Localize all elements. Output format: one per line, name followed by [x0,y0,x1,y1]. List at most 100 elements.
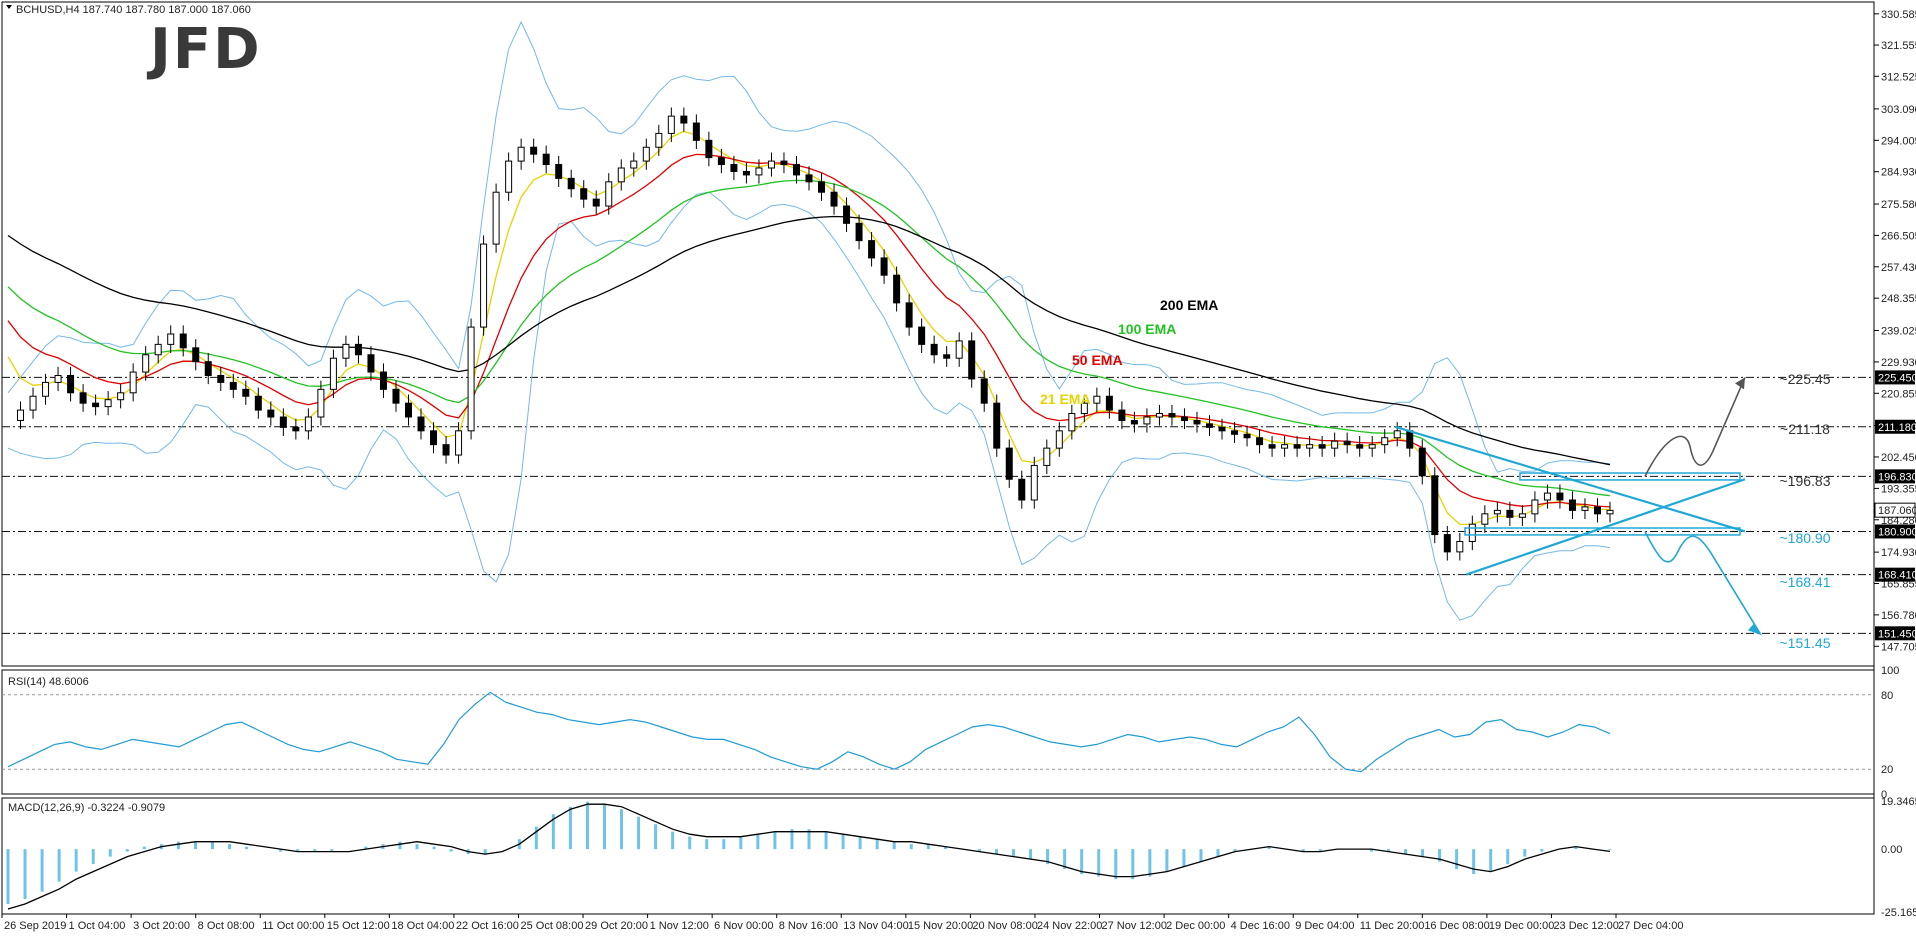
candle-body[interactable] [567,177,575,190]
candle-body[interactable] [792,164,800,176]
candle-body[interactable] [1206,423,1213,428]
candle-body[interactable] [279,416,287,428]
candle-body[interactable] [1468,523,1476,542]
candle-body[interactable] [1593,506,1601,515]
candle-body[interactable] [317,388,325,418]
candle-body[interactable] [392,388,400,404]
candle-body[interactable] [1143,416,1151,425]
candle-body[interactable] [1231,430,1239,435]
candle-body[interactable] [680,115,688,124]
candle-body[interactable] [1243,433,1251,439]
candle-body[interactable] [692,122,700,141]
candle-body[interactable] [1518,513,1526,518]
candle-body[interactable] [179,333,187,349]
candle-body[interactable] [1306,444,1314,449]
candle-body[interactable] [592,198,600,207]
candle-body[interactable] [1481,513,1489,525]
candle-body[interactable] [930,343,938,356]
candle-body[interactable] [1443,534,1451,553]
candle-body[interactable] [1281,444,1289,449]
candle-body[interactable] [354,343,362,356]
candle-body[interactable] [1356,444,1364,449]
candle-body[interactable] [129,371,137,394]
candle-body[interactable] [1318,444,1326,449]
candle-body[interactable] [1130,419,1138,425]
candle-body[interactable] [1493,509,1501,515]
candle-body[interactable] [455,430,463,456]
candle-body[interactable] [467,326,475,432]
candle-body[interactable] [480,243,488,328]
candle-body[interactable] [580,188,588,200]
candle-body[interactable] [993,402,1001,449]
candle-body[interactable] [254,395,262,411]
candle-body[interactable] [1556,492,1564,501]
candle-body[interactable] [79,392,87,404]
candle-body[interactable] [92,402,100,408]
candle-body[interactable] [417,416,425,432]
candle-body[interactable] [442,444,450,456]
candle-body[interactable] [1193,419,1201,425]
candle-body[interactable] [955,340,963,359]
candle-body[interactable] [154,343,162,356]
candle-body[interactable] [918,326,926,345]
macd-pane[interactable] [1,797,1875,915]
candle-body[interactable] [379,371,387,390]
candle-body[interactable] [1506,509,1514,518]
candle-body[interactable] [1268,444,1276,449]
candle-body[interactable] [217,375,225,383]
candle-body[interactable] [542,153,550,166]
candle-body[interactable] [492,191,500,245]
candle-body[interactable] [655,132,663,148]
candle-body[interactable] [1406,430,1414,449]
triangle-lower-line[interactable] [1465,478,1746,576]
candle-body[interactable] [617,167,625,183]
candle-body[interactable] [1005,447,1013,480]
candle-body[interactable] [367,354,375,373]
candle-body[interactable] [292,426,300,432]
candle-body[interactable] [630,160,638,169]
candle-body[interactable] [805,174,813,183]
candle-body[interactable] [843,205,851,224]
candle-body[interactable] [1155,413,1163,418]
candle-body[interactable] [29,395,37,411]
candle-body[interactable] [893,274,901,304]
candle-body[interactable] [104,399,112,408]
candle-body[interactable] [642,146,650,162]
candle-body[interactable] [830,191,838,207]
candle-body[interactable] [430,430,438,446]
candle-body[interactable] [1043,447,1051,466]
candle-body[interactable] [17,409,25,421]
rsi-pane[interactable] [1,669,1875,795]
dropdown-triangle-icon[interactable] [6,5,12,9]
candle-body[interactable] [530,146,538,155]
candle-body[interactable] [968,340,976,380]
candle-body[interactable] [505,160,513,193]
rsi-line[interactable] [7,691,1611,773]
candle-body[interactable] [304,416,312,432]
candle-body[interactable] [730,164,738,172]
candle-body[interactable] [1080,402,1088,415]
candle-body[interactable] [1218,426,1226,432]
candle-body[interactable] [192,347,200,363]
candle-body[interactable] [818,181,826,193]
candle-body[interactable] [242,388,250,397]
candle-body[interactable] [1456,541,1464,553]
candle-body[interactable] [1055,430,1063,449]
candle-body[interactable] [1030,464,1038,501]
triangle-upper-line[interactable] [1394,425,1746,533]
candle-body[interactable] [868,240,876,259]
candle-body[interactable] [1168,413,1176,418]
candle-body[interactable] [1368,444,1376,449]
candle-body[interactable] [943,354,951,359]
candle-body[interactable] [1256,437,1264,446]
candle-body[interactable] [342,343,350,359]
candle-body[interactable] [1018,478,1026,501]
candle-body[interactable] [1331,440,1339,449]
candle-body[interactable] [204,361,212,376]
candle-body[interactable] [42,381,50,397]
candle-body[interactable] [1531,499,1539,515]
candle-body[interactable] [229,381,237,390]
macd-signal-line[interactable] [7,803,1611,910]
candle-body[interactable] [1418,447,1426,477]
candle-body[interactable] [742,170,750,176]
